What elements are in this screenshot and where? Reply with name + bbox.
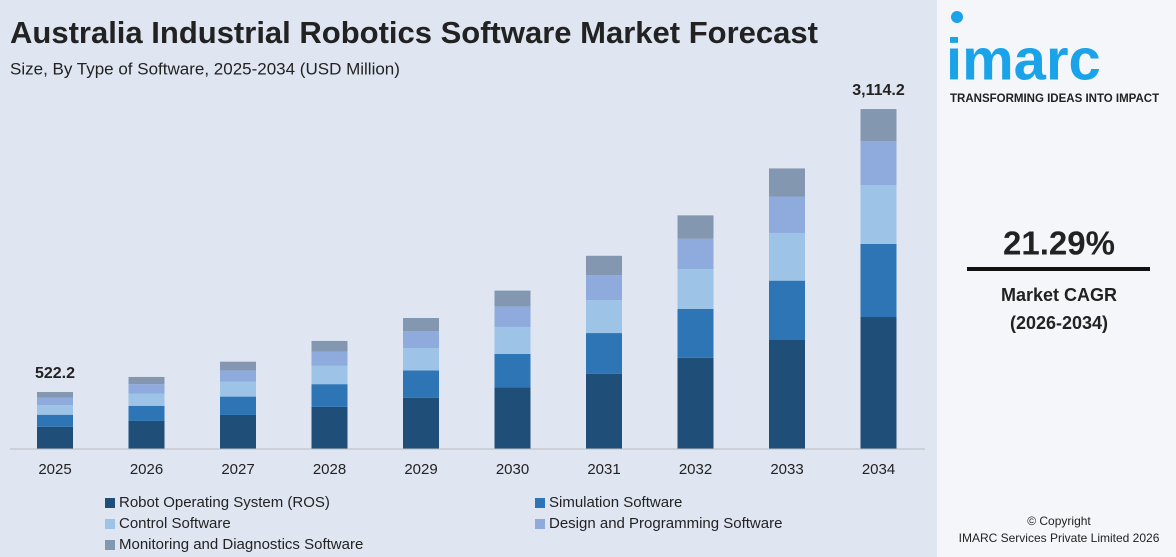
bar-segment: [677, 308, 714, 358]
legend-swatch: [535, 498, 545, 508]
legend-swatch: [105, 540, 115, 550]
bar-segment: [586, 255, 622, 276]
bar-segment: [220, 361, 256, 371]
bar-segment: [769, 280, 805, 340]
x-tick-label: 2033: [770, 461, 803, 478]
bar-segment: [128, 376, 165, 385]
bar-segment: [769, 339, 805, 449]
copyright: © Copyright: [1027, 514, 1091, 528]
bar-segment: [860, 185, 897, 244]
bar-segment: [860, 317, 897, 449]
bar-segment: [586, 300, 622, 334]
bar-segment: [769, 168, 805, 197]
bar-segment: [494, 306, 531, 327]
bar-segment: [494, 387, 531, 449]
bar-segment: [128, 393, 165, 406]
logo: imarc: [946, 27, 1101, 92]
bar-segment: [220, 414, 256, 449]
bar-segment: [128, 420, 165, 449]
bar-segment: [769, 196, 805, 233]
tagline: TRANSFORMING IDEAS INTO IMPACT: [950, 93, 1159, 105]
cagr-value: 21.29%: [1003, 225, 1115, 262]
cagr-label: Market CAGR: [1001, 285, 1117, 305]
cagr-period: (2026-2034): [1010, 313, 1108, 333]
x-tick-label: 2026: [130, 461, 163, 478]
bar-segment: [403, 317, 439, 332]
chart-subtitle: Size, By Type of Software, 2025-2034 (US…: [10, 59, 400, 78]
bar-segment: [37, 426, 73, 449]
bar-segment: [860, 243, 897, 318]
company: IMARC Services Private Limited 2026: [959, 531, 1160, 545]
x-tick-label: 2031: [587, 461, 620, 478]
bar-segment: [37, 405, 73, 415]
bar-segment: [220, 396, 256, 415]
x-tick-label: 2029: [404, 461, 437, 478]
logo-dot: [951, 11, 963, 23]
legend-swatch: [105, 498, 115, 508]
legend-label: Monitoring and Diagnostics Software: [119, 536, 363, 553]
legend-label: Simulation Software: [549, 494, 682, 511]
bar-segment: [586, 275, 622, 301]
bar-segment: [37, 392, 73, 398]
bar-segment: [128, 384, 165, 394]
bar-segment: [677, 357, 714, 449]
legend-label: Design and Programming Software: [549, 515, 782, 532]
bar-segment: [311, 365, 348, 385]
total-label: 522.2: [35, 365, 75, 382]
bar-segment: [311, 384, 348, 407]
bar-segment: [494, 290, 531, 307]
x-tick-label: 2027: [221, 461, 254, 478]
bar-segment: [403, 331, 439, 349]
bar-segment: [494, 353, 531, 388]
legend-label: Control Software: [119, 515, 231, 532]
bar-segment: [677, 238, 714, 270]
bar-segment: [311, 340, 348, 352]
bar-segment: [220, 381, 256, 397]
bar-segment: [860, 109, 897, 142]
bar-segment: [403, 348, 439, 371]
x-tick-label: 2032: [679, 461, 712, 478]
bar-segment: [586, 373, 622, 449]
bar-segment: [403, 370, 439, 398]
bar-segment: [311, 406, 348, 449]
x-tick-label: 2028: [313, 461, 346, 478]
bar-segment: [677, 215, 714, 239]
total-label: 3,114.2: [852, 82, 905, 99]
bar-segment: [860, 141, 897, 186]
bar-segment: [677, 269, 714, 309]
chart-title: Australia Industrial Robotics Software M…: [10, 15, 818, 50]
bar-segment: [311, 351, 348, 366]
bar-segment: [494, 326, 531, 354]
x-tick-label: 2034: [862, 461, 895, 478]
bar-segment: [586, 333, 622, 374]
x-tick-label: 2030: [496, 461, 529, 478]
cagr-divider: [967, 267, 1150, 271]
legend-swatch: [105, 519, 115, 529]
bar-segment: [403, 397, 439, 449]
bar-segment: [128, 405, 165, 421]
bar-segment: [37, 414, 73, 427]
bar-segment: [220, 370, 256, 382]
legend-swatch: [535, 519, 545, 529]
side-panel: [937, 0, 1176, 557]
bar-segment: [37, 397, 73, 406]
x-tick-label: 2025: [38, 461, 71, 478]
bar-segment: [769, 232, 805, 281]
legend-label: Robot Operating System (ROS): [119, 494, 330, 511]
